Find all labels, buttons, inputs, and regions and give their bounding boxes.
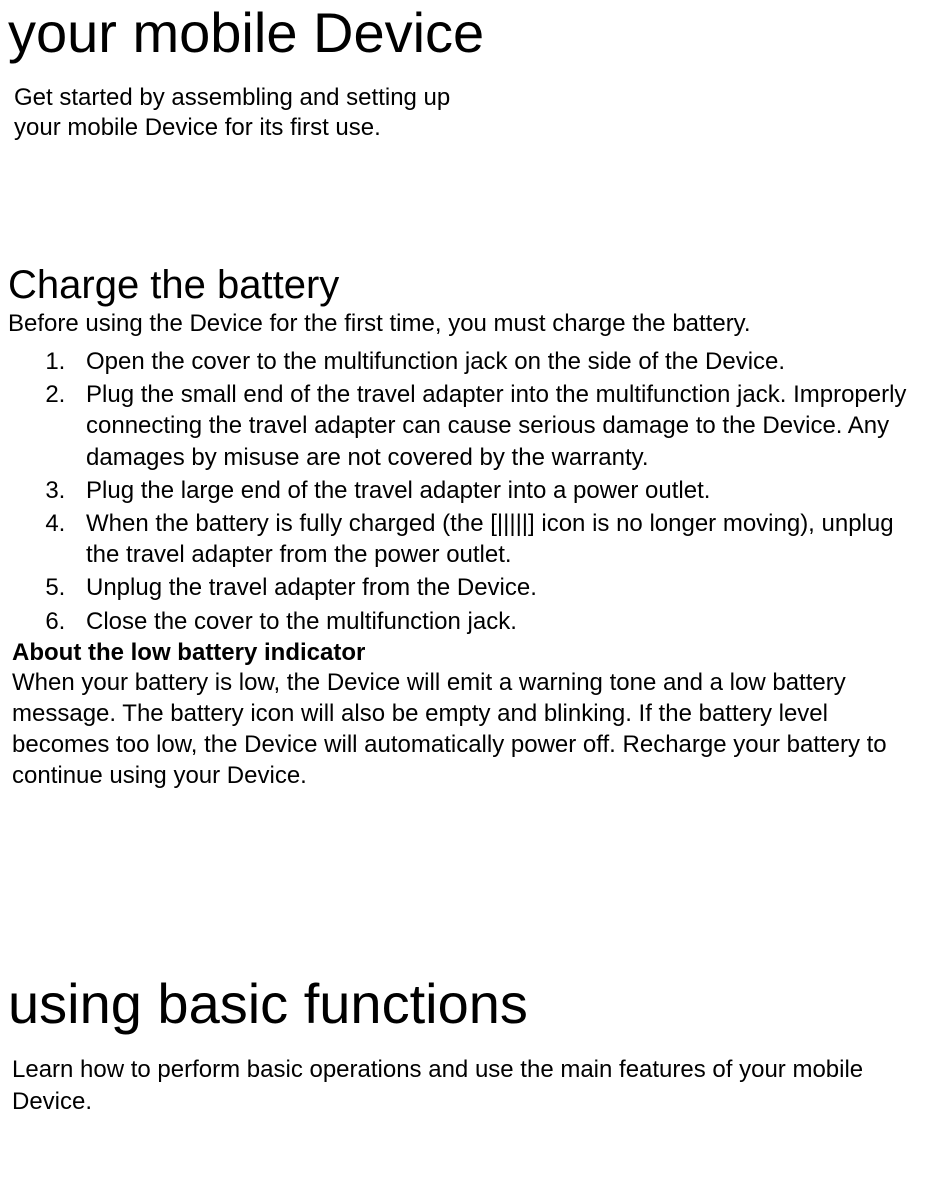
intro-line-2: your mobile Device for its first use. [14, 113, 936, 143]
section-heading-charge: Charge the battery [0, 263, 936, 308]
low-battery-subheading: About the low battery indicator [0, 639, 936, 667]
page-title: your mobile Device [0, 0, 936, 65]
list-item: Plug the large end of the travel adapter… [72, 475, 936, 506]
intro-line-1: Get started by assembling and setting up [14, 83, 936, 113]
charge-steps-list: Open the cover to the multifunction jack… [0, 346, 936, 637]
section-intro-charge: Before using the Device for the first ti… [0, 310, 936, 338]
intro-text: Get started by assembling and setting up… [0, 83, 936, 143]
list-item: Plug the small end of the travel adapter… [72, 379, 936, 473]
chapter-intro-basic: Learn how to perform basic operations an… [0, 1054, 936, 1116]
list-item: Close the cover to the multifunction jac… [72, 606, 936, 637]
chapter-title-basic: using basic functions [0, 971, 936, 1036]
list-item: Unplug the travel adapter from the Devic… [72, 572, 936, 603]
list-item: When the battery is fully charged (the [… [72, 508, 936, 570]
list-item: Open the cover to the multifunction jack… [72, 346, 936, 377]
low-battery-body: When your battery is low, the Device wil… [0, 667, 936, 792]
